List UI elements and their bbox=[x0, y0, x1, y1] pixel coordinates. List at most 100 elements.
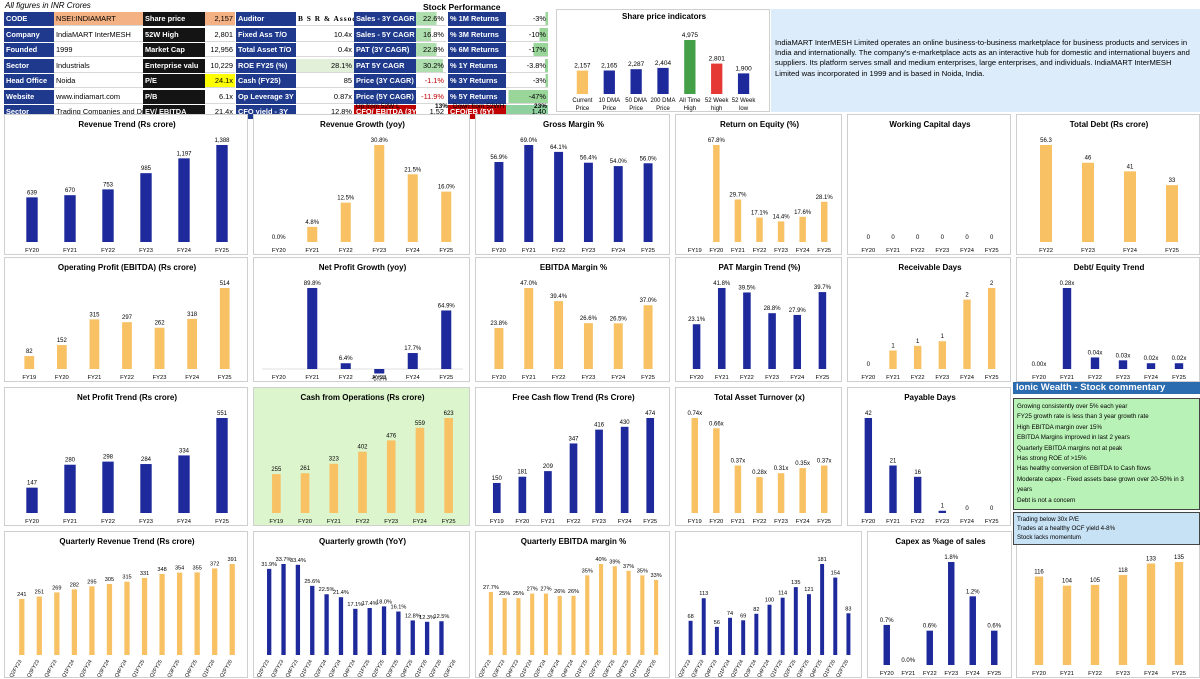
data-label: 670 bbox=[65, 188, 76, 194]
bar bbox=[159, 574, 165, 655]
chart-capex: Capex as %age of sales 0.7% FY20 0.0% FY21 0.… bbox=[867, 531, 1012, 678]
data-label: 355 bbox=[192, 565, 201, 571]
bar bbox=[353, 608, 358, 655]
bar bbox=[743, 292, 751, 369]
category-label: FY24 bbox=[966, 671, 981, 677]
chart-title: Gross Margin % bbox=[543, 120, 604, 129]
bar bbox=[691, 418, 699, 513]
bar bbox=[576, 70, 589, 94]
bar bbox=[441, 310, 452, 369]
revg-svg: Revenue Growth (yoy) 0.0% FY20 4.8% FY21 12.5… bbox=[272, 120, 456, 254]
category-label: Q2FY24 bbox=[313, 659, 328, 679]
bar bbox=[441, 191, 452, 242]
bar bbox=[140, 464, 152, 513]
bar bbox=[969, 596, 976, 665]
bar bbox=[178, 158, 190, 242]
data-label: 16.1% bbox=[390, 605, 406, 611]
data-label: 372 bbox=[210, 561, 219, 567]
category-label: FY24 bbox=[960, 375, 975, 381]
bar bbox=[229, 564, 235, 655]
category-label: FY20 bbox=[25, 519, 39, 525]
metric-label: PAT 5Y CAGR bbox=[354, 58, 416, 73]
metric-label: Founded bbox=[4, 43, 54, 57]
metric-label: Price (3Y CAGR) bbox=[354, 74, 416, 88]
chart-qrev: Quarterly Revenue Trend (Rs crore) 241 Q2F… bbox=[4, 531, 248, 679]
bar bbox=[938, 341, 947, 369]
data-label: 25% bbox=[513, 591, 524, 597]
bar bbox=[140, 173, 152, 242]
category-label: Q2FY24 bbox=[79, 659, 94, 679]
bar bbox=[713, 428, 720, 513]
bar bbox=[1174, 562, 1184, 665]
data-label: 26% bbox=[554, 589, 565, 595]
bar bbox=[494, 327, 504, 369]
data-label: 262 bbox=[155, 321, 166, 327]
data-label: 82 bbox=[26, 349, 33, 355]
bar bbox=[613, 323, 623, 369]
chart-de: Debt/ Equity Trend 0.00x FY20 0.28x FY21 0.04… bbox=[1016, 257, 1200, 382]
data-label: 559 bbox=[415, 421, 426, 427]
category-label: Q2FY25 bbox=[149, 659, 164, 679]
bar bbox=[806, 594, 811, 655]
data-label: 118 bbox=[1118, 568, 1128, 574]
bar bbox=[338, 597, 344, 655]
metric-label: Enterprise valu bbox=[143, 58, 205, 73]
bar bbox=[557, 595, 562, 655]
metric-label: % 5Y Returns bbox=[448, 89, 506, 104]
category-label: FY20 bbox=[1032, 375, 1046, 381]
data-label: 135 bbox=[1174, 555, 1185, 561]
data-label: 33.7% bbox=[276, 557, 292, 563]
metric-value: B S R & Associa bbox=[296, 12, 354, 26]
bar bbox=[734, 465, 742, 513]
category-label: FY20 bbox=[298, 519, 312, 525]
data-label: 12.5% bbox=[337, 196, 355, 202]
bar bbox=[612, 566, 617, 655]
bar bbox=[543, 593, 549, 655]
data-label: 0.31x bbox=[774, 466, 789, 472]
category-label: Q1FY25 bbox=[131, 659, 146, 679]
bar bbox=[734, 199, 742, 242]
chart-title: Payable Days bbox=[904, 393, 956, 402]
chart-wc: Working Capital days 0 FY20 0 FY21 0 FY22 0 FY23… bbox=[847, 114, 1011, 255]
chart-np: Net Profit Trend (Rs crore) 147 FY20 280 FY2… bbox=[4, 387, 248, 526]
data-label: 27% bbox=[540, 587, 551, 593]
data-label: 89.8% bbox=[304, 281, 322, 287]
category-label: FY22 bbox=[120, 375, 134, 381]
bar bbox=[24, 356, 35, 369]
category-label: FY21 bbox=[522, 248, 536, 254]
bar bbox=[187, 318, 198, 369]
data-label: 18.0% bbox=[376, 599, 392, 605]
data-label: 114 bbox=[778, 591, 787, 597]
category-label: FY23 bbox=[592, 519, 606, 525]
data-label: 2 bbox=[990, 281, 994, 287]
data-label: 54.0% bbox=[610, 159, 628, 165]
data-label: 83 bbox=[845, 606, 851, 612]
commentary-point: Trades at a healthy OCF yield 4-8% bbox=[1017, 525, 1116, 533]
data-label: 41.8% bbox=[713, 281, 731, 287]
data-label: 26% bbox=[568, 589, 579, 595]
metric-label: Share price bbox=[143, 12, 205, 26]
data-label: 41 bbox=[1127, 164, 1134, 170]
metric-label: % 1Y Returns bbox=[448, 58, 506, 73]
data-label: 31.9% bbox=[261, 562, 277, 568]
data-label: 181 bbox=[817, 557, 826, 563]
bar bbox=[603, 70, 615, 94]
category-label: FY23 bbox=[581, 375, 595, 381]
category-label: FY24 bbox=[406, 248, 421, 254]
chart-title: Quarterly growth (YoY) bbox=[319, 537, 406, 546]
bar bbox=[1082, 162, 1094, 242]
category-label: FY25 bbox=[439, 375, 453, 381]
category-label: FY22 bbox=[911, 519, 925, 525]
data-label: 209 bbox=[543, 464, 554, 470]
roe-svg: Return on Equity (%) FY19 67.8% FY20 29.7% FY… bbox=[688, 120, 834, 254]
category-label: FY23 bbox=[1116, 375, 1130, 381]
data-label: 284 bbox=[141, 457, 152, 463]
data-label: 16 bbox=[914, 470, 921, 476]
metric-value: 0.87x bbox=[296, 89, 354, 104]
data-label: 1 bbox=[891, 343, 895, 349]
data-label: 474 bbox=[645, 411, 656, 417]
data-label: 354 bbox=[175, 566, 184, 572]
category-label: FY20 bbox=[272, 375, 286, 381]
category-label: FY20 bbox=[709, 248, 723, 254]
category-label: FY23 bbox=[765, 375, 779, 381]
